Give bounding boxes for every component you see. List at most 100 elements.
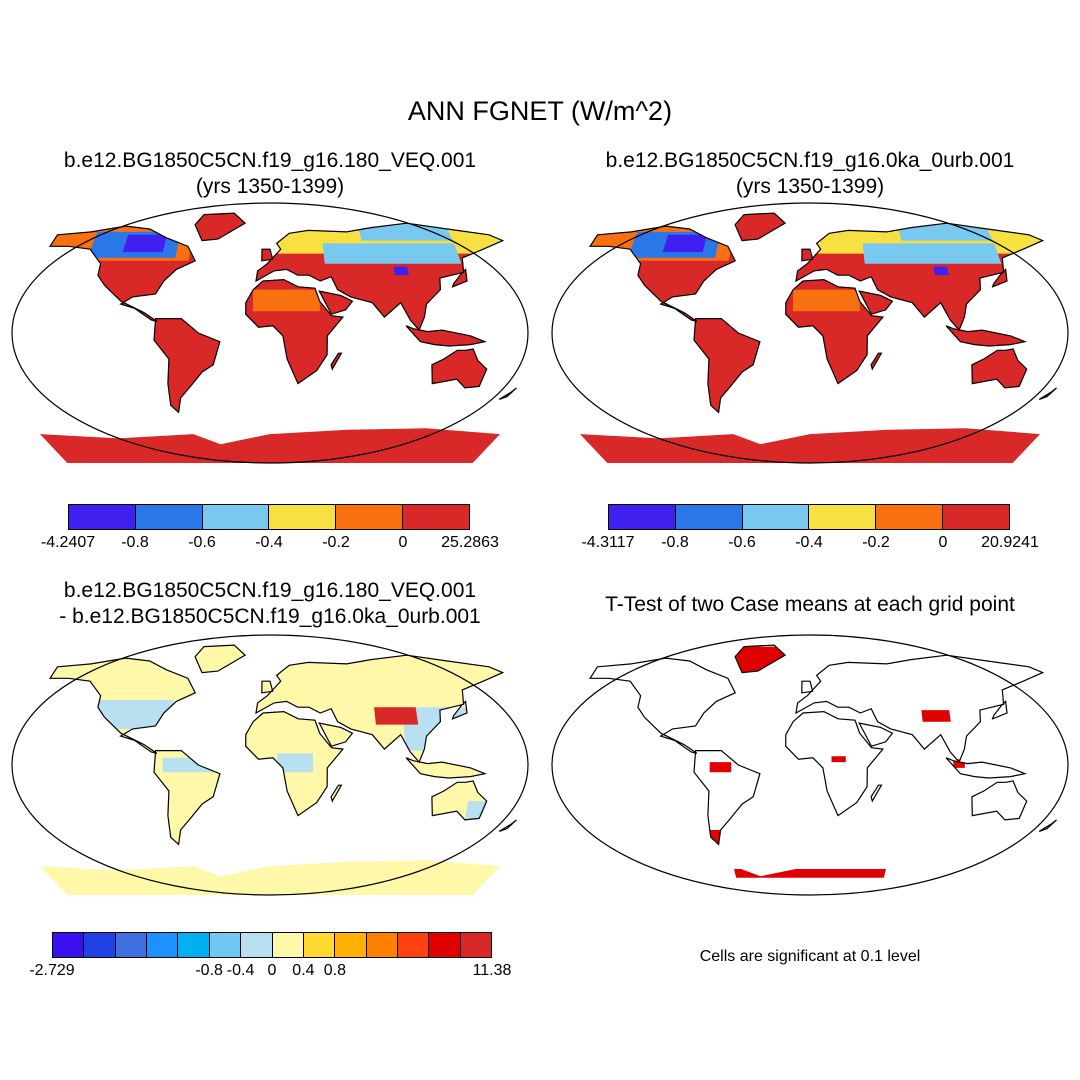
colorbar-swatch [609, 505, 676, 529]
land-greenland [195, 645, 246, 673]
coastline-japan [451, 268, 468, 288]
arctic-siberia [357, 223, 453, 241]
coastline-indonesia [945, 325, 1027, 347]
colorbar-swatch [84, 933, 116, 957]
coastline-africa [245, 278, 345, 385]
colorbar-swatch [272, 933, 304, 957]
colorbar-swatch [209, 933, 242, 957]
ttest-map [551, 634, 1069, 896]
coastline-greenland [194, 212, 247, 242]
coastline-nz [1038, 819, 1057, 832]
colorbar-swatch [397, 933, 430, 957]
land-greenland [735, 213, 786, 241]
colorbar-swatch [675, 505, 743, 529]
coastline-japan [991, 700, 1008, 720]
colorbar-tick-label: -0.6 [728, 534, 756, 551]
colorbar-tick-label: -2.729 [29, 962, 75, 979]
coastline-samerica [153, 318, 221, 414]
land-arabia [859, 291, 893, 315]
significant-cells-2 [709, 762, 732, 773]
ttest-note: Cells are significant at 0.1 level [699, 948, 921, 965]
siberia-region [322, 243, 462, 264]
land-uk [801, 249, 813, 261]
coastline-eurasia [255, 654, 505, 764]
coastline-indonesia [945, 757, 1027, 779]
mongolia-core [393, 266, 409, 276]
difference-map [11, 634, 529, 896]
panel-1-title-line1: b.e12.BG1850C5CN.f19_g16.180_VEQ.001 [63, 149, 477, 172]
colorbar-tick-label: -0.4 [226, 962, 255, 979]
land-arabia [319, 723, 353, 747]
coastline-uk [261, 680, 274, 694]
land-greenland [195, 213, 246, 241]
difference-colorbar-swatches [52, 932, 492, 958]
colorbar-swatch [115, 933, 148, 957]
map-border [11, 634, 529, 896]
canada-core [122, 234, 167, 253]
panel-4-title-line1: T-Test of two Case means at each grid po… [605, 593, 1015, 616]
ocean-background [552, 635, 1068, 895]
coastline-uk [801, 248, 814, 262]
colorbar-tick-label: 0 [398, 534, 408, 551]
colorbar-tick-label: 0 [267, 962, 277, 979]
coastline-namerica [49, 657, 197, 754]
coastline-australia [971, 348, 1028, 389]
mongolia-core [933, 266, 949, 276]
colorbar-swatch [943, 505, 1009, 529]
coastline-madagascar [330, 784, 343, 803]
panel-3-title-line2: - b.e12.BG1850C5CN.f19_g16.0ka_0urb.001 [59, 605, 481, 628]
coastline-arabia [318, 290, 354, 315]
panel-2-title-line2: (yrs 1350-1399) [735, 175, 885, 198]
colorbar-swatch [53, 933, 85, 957]
coastline-indonesia [405, 325, 487, 347]
coastline-samerica [153, 750, 221, 846]
panel-3-title-line1: b.e12.BG1850C5CN.f19_g16.180_VEQ.001 [63, 579, 477, 602]
significant-cells-1 [921, 710, 951, 722]
coastline-nz [498, 387, 517, 400]
case1-colorbar: -4.2407 -0.8 -0.6 -0.4 -0.2 0 25.2863 [41, 504, 499, 554]
coastline-africa [785, 278, 885, 385]
case1-colorbar-swatches [68, 504, 470, 530]
colorbar-tick-label: 0.4 [292, 962, 315, 979]
coastline-eurasia [795, 222, 1045, 332]
colorbar-tick-label: 0.8 [323, 962, 346, 979]
colorbar-swatch [876, 505, 944, 529]
congo-region [277, 753, 313, 773]
coastline-arabia [858, 290, 894, 315]
colorbar-tick-label: -0.2 [322, 534, 350, 551]
coastline-africa [785, 710, 885, 817]
coastline-arabia [858, 722, 894, 747]
map-border [11, 202, 529, 464]
case2-colorbar-swatches [608, 504, 1010, 530]
land-antarctica [40, 428, 500, 463]
case2-map [551, 202, 1069, 464]
colorbar-tick-label: -0.8 [661, 534, 689, 551]
coastline-madagascar [870, 352, 883, 371]
colorbar-swatch [742, 505, 810, 529]
coastline-namerica [49, 225, 197, 322]
tibet-region [374, 707, 419, 725]
land-indonesia [406, 325, 485, 346]
coastline-eurasia [795, 654, 1045, 764]
arctic-siberia [897, 223, 993, 241]
colorbar-swatch [336, 505, 404, 529]
case1-map [11, 202, 529, 464]
coastline-indonesia [405, 757, 487, 779]
land-samerica [694, 318, 760, 413]
coastline-arabia [318, 722, 354, 747]
panel-1-title-line2: (yrs 1350-1399) [195, 175, 345, 198]
sahara-region [792, 289, 860, 312]
coastline-namerica [589, 657, 737, 754]
colorbar-tick-label: 25.2863 [441, 534, 499, 551]
colorbar-swatch [69, 505, 136, 529]
colorbar-swatch [303, 933, 336, 957]
colorbar-swatch [135, 505, 203, 529]
land-uk [261, 249, 273, 261]
coastline-greenland [734, 212, 787, 242]
coastline-eurasia [255, 222, 505, 332]
coastline-samerica [693, 318, 761, 414]
coastline-madagascar [870, 784, 883, 803]
coastline-japan [991, 268, 1008, 288]
land-arabia [319, 291, 353, 315]
colorbar-tick-label: -0.4 [795, 534, 823, 551]
